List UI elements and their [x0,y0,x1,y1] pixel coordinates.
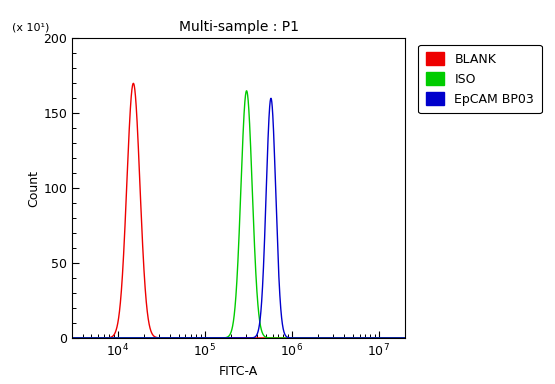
Text: (x 10¹): (x 10¹) [12,22,49,32]
Y-axis label: Count: Count [28,170,41,207]
Legend: BLANK, ISO, EpCAM BP03: BLANK, ISO, EpCAM BP03 [418,45,542,113]
Title: Multi-sample : P1: Multi-sample : P1 [179,20,299,35]
X-axis label: FITC-A: FITC-A [219,365,258,378]
